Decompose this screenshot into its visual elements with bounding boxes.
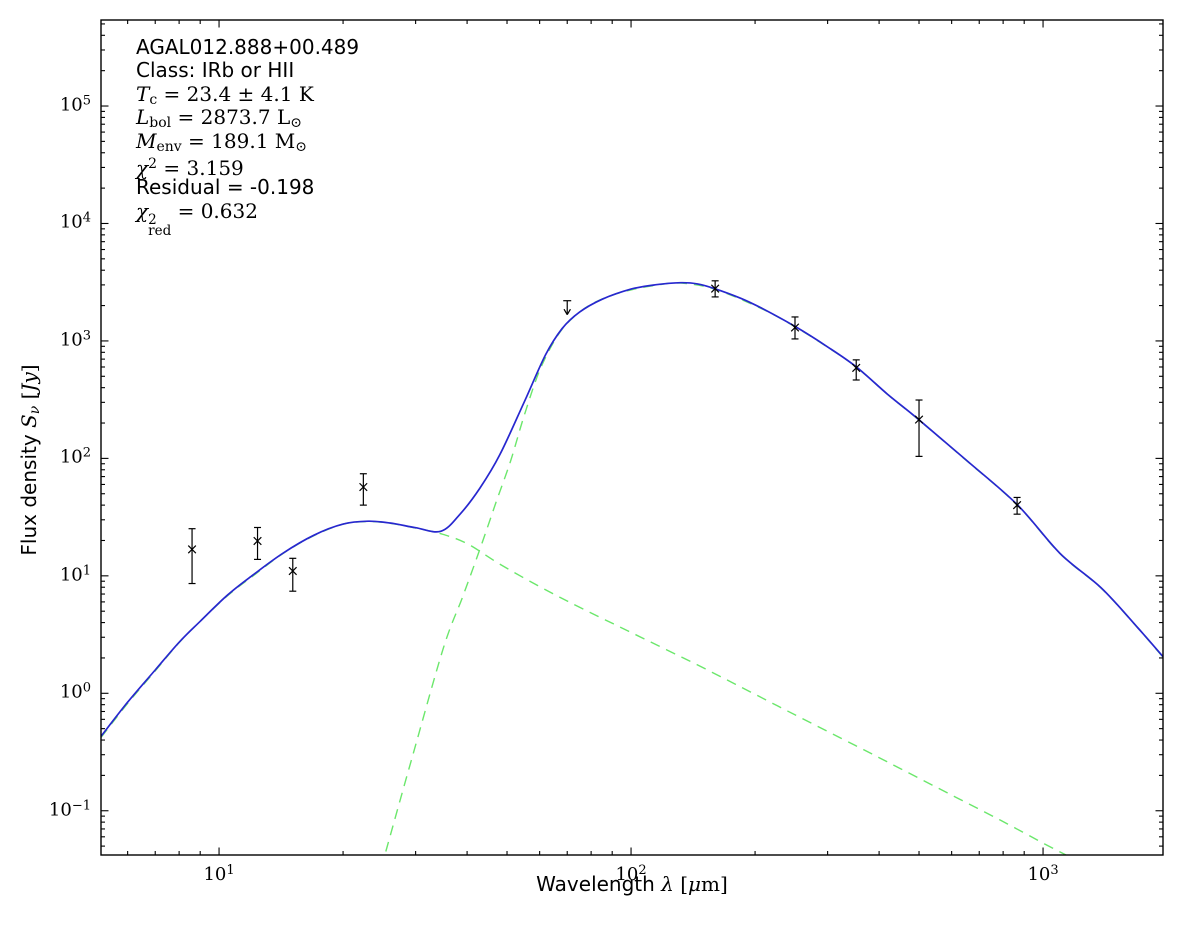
fit-annotation-dust-temperature: Tc = 23.4 ± 4.1 K (136, 81, 314, 108)
cold-component-greybody-curve (385, 282, 1163, 852)
fit-parameters-annotation: AGAL012.888+00.489 Class: IRb or HII Tc = … (136, 35, 360, 239)
photometry-point (914, 399, 924, 457)
photometry-point (288, 557, 298, 592)
photometry-point (359, 473, 368, 506)
y-tick-label: 103 (59, 328, 91, 351)
fit-annotation-source-name: AGAL012.888+00.489 (136, 35, 360, 59)
photometry-point (710, 280, 720, 298)
y-tick-label: 10−1 (48, 798, 91, 821)
x-axis-label: Wavelength λ [μm] (536, 872, 728, 896)
fit-annotation-reduced-chi-square: χ 2 red = 0.632 (136, 198, 258, 239)
fit-annotation-chi-square: χ2 = 3.159 (136, 155, 244, 180)
photometry-point (253, 526, 262, 561)
photometry-point (1012, 496, 1022, 515)
fit-annotation-source-class: Class: IRb or HII (136, 58, 295, 83)
x-tick-label: 102 (615, 863, 647, 885)
y-tick-label: 100 (59, 680, 91, 703)
y-axis-label: Flux density Sν [Jy] (16, 363, 44, 556)
photometry-points (187, 280, 1022, 592)
y-tick-label: 101 (59, 563, 91, 586)
fit-annotation-envelope-mass: Menv = 189.1 M⊙ (136, 128, 308, 155)
upper-limit-marker (563, 300, 572, 316)
x-tick-label: 103 (1027, 863, 1059, 885)
total-fit-curve (101, 281, 1163, 737)
sup-sub-stack: 2 red (148, 212, 172, 239)
x-tick-label: 101 (203, 863, 235, 885)
axis-ticks (101, 20, 1163, 855)
fit-annotation-bolometric-luminosity: Lbol = 2873.7 L⊙ (136, 105, 302, 132)
plot-frame (100, 19, 1164, 856)
fit-curves (101, 281, 1163, 855)
fit-annotation-residual: Residual = -0.198 (136, 175, 315, 200)
y-tick-label: 104 (59, 210, 91, 233)
hot-component-blackbody-curve (101, 520, 1067, 855)
y-tick-label: 102 (59, 445, 91, 468)
photometry-point (851, 359, 861, 381)
y-tick-label: 105 (59, 93, 91, 116)
photometry-point (790, 316, 800, 340)
photometry-point (187, 528, 197, 585)
